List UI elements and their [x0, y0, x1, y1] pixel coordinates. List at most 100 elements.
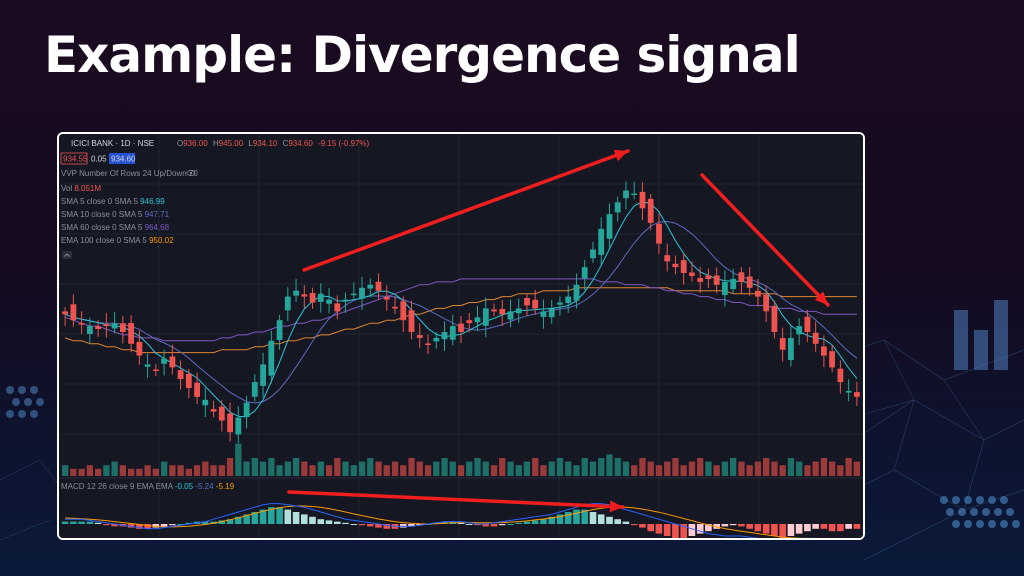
macd-pane [61, 503, 861, 538]
collapse-legend-icon[interactable] [62, 251, 72, 259]
volume-bar [829, 461, 836, 476]
volume-bar [350, 465, 357, 476]
macd-histogram-bar [416, 524, 424, 526]
candle [730, 278, 737, 290]
volume-bar [565, 461, 572, 476]
volume-bar [523, 461, 531, 476]
macd-histogram-bar [820, 524, 828, 529]
macd-histogram-bar [837, 524, 844, 532]
volume-bar [490, 465, 498, 476]
macd-histogram-bar [787, 524, 795, 536]
macd-legend[interactable]: MACD 12 26 close 9 EMA EMA -0.05 -5.24 -… [61, 482, 235, 491]
candle [639, 191, 646, 209]
volume-bar [78, 468, 85, 476]
candle [466, 320, 473, 324]
volume-bar [301, 461, 308, 476]
volume-bar [837, 465, 844, 476]
indicator-vol[interactable]: Vol 8.051M [61, 184, 101, 193]
macd-histogram-bar [457, 522, 465, 524]
indicator-sma5-value: 946.99 [140, 197, 165, 206]
ohlc-high: 945.00 [219, 139, 244, 148]
macd-value-3: -5.19 [216, 482, 235, 491]
candle [301, 294, 308, 297]
volume-bar [259, 461, 267, 476]
volume-bar [210, 465, 217, 476]
volume-bar [606, 454, 613, 476]
macd-histogram-bar [804, 524, 811, 532]
candle [235, 417, 242, 435]
volume-bar [128, 468, 135, 476]
candle [524, 298, 530, 306]
volume-bar [697, 458, 704, 476]
volume-bar [713, 465, 720, 476]
volume-bar [763, 458, 770, 476]
macd-histogram-bar [367, 524, 374, 527]
ohlc-open: 936.00 [183, 139, 208, 148]
sell-price: 934.55 [63, 155, 88, 164]
sell-price-box[interactable] [60, 152, 88, 165]
volume-bar [95, 468, 102, 476]
candle [548, 308, 555, 318]
volume-bar [787, 458, 795, 476]
volume-bar [672, 458, 679, 476]
indicator-ema100-label: EMA 100 close 0 SMA 5 [61, 236, 147, 245]
candle [631, 193, 638, 195]
macd-histogram-bar [548, 516, 555, 524]
volume-bar [144, 465, 151, 476]
volume-bar [771, 461, 778, 476]
indicator-legend: Vol 8.051M SMA 5 close 0 SMA 5 946.99 SM… [61, 184, 174, 259]
volume-bar [515, 465, 522, 476]
volume-bar [812, 461, 819, 476]
volume-bar [309, 465, 316, 476]
volume-bar [136, 468, 143, 476]
candle [771, 305, 778, 332]
volume-bar [804, 465, 811, 476]
volume-bar [433, 461, 440, 476]
volume-bar [647, 461, 654, 476]
volume-bar [721, 461, 729, 476]
candle [317, 293, 324, 302]
macd-histogram-bar [218, 520, 226, 524]
buy-price-box[interactable] [109, 153, 135, 164]
macd-histogram-bar [812, 524, 819, 529]
macd-histogram-bar [490, 524, 498, 527]
volume-bar [457, 465, 465, 476]
macd-histogram-bar [160, 524, 168, 527]
eye-icon[interactable] [186, 170, 196, 176]
candle [218, 406, 225, 421]
network-decoration-left [0, 386, 70, 541]
candle [227, 413, 233, 433]
indicator-sma5[interactable]: SMA 5 close 0 SMA 5 946.99 [61, 197, 165, 206]
volume-bar [581, 458, 588, 476]
macd-histogram-bar [647, 524, 654, 532]
macd-histogram-bar [853, 524, 861, 529]
volume-bar [598, 458, 605, 476]
volume-bar [474, 458, 481, 476]
volume-bar [482, 461, 489, 476]
indicator-vol-value: 8.051M [74, 184, 101, 193]
volume-bar [169, 465, 176, 476]
macd-histogram-bar [226, 519, 234, 524]
macd-histogram-bar [828, 524, 836, 532]
volume-bar [408, 458, 415, 476]
candle [680, 260, 687, 273]
volume-bar [375, 461, 382, 476]
macd-value-1: -0.05 [175, 482, 194, 491]
volume-bar [631, 465, 638, 476]
volume-bar [391, 461, 399, 476]
indicator-ema100[interactable]: EMA 100 close 0 SMA 5 950.02 [61, 236, 174, 245]
macd-histogram-bar [465, 524, 473, 525]
macd-histogram-bar [301, 514, 308, 524]
ohlc-low-key: L [248, 139, 253, 148]
macd-histogram-bar [498, 524, 506, 526]
indicator-sma60[interactable]: SMA 60 close 0 SMA 5 964.68 [61, 223, 170, 232]
indicator-sma10-label: SMA 10 close 0 SMA 5 [61, 210, 143, 219]
volume-bar [746, 465, 753, 476]
macd-line [65, 503, 817, 538]
indicator-sma10[interactable]: SMA 10 close 0 SMA 5 947.71 [61, 210, 170, 219]
candle [392, 306, 398, 309]
candle [202, 399, 209, 406]
volume-bar [276, 465, 283, 476]
candle [367, 284, 374, 289]
candle [763, 294, 770, 312]
